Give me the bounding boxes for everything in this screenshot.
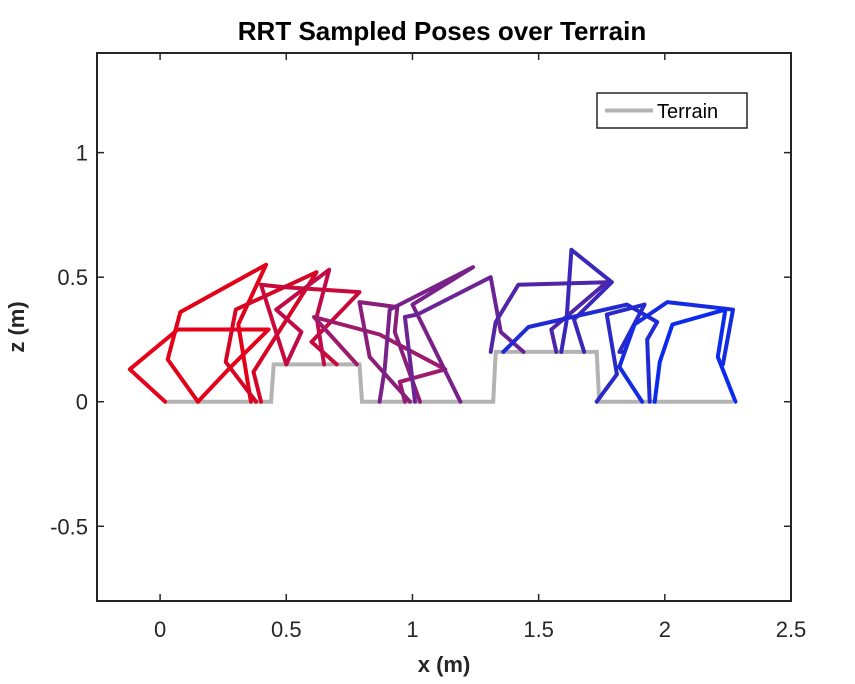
pose-line — [501, 302, 660, 404]
pose-line — [402, 275, 526, 404]
y-tick-label: 0 — [76, 390, 88, 415]
x-tick-label: 0.5 — [271, 617, 302, 642]
terrain-line — [165, 349, 733, 404]
plot-content — [127, 247, 738, 404]
terrain-layer — [165, 349, 733, 404]
pose-line — [127, 327, 271, 404]
x-tick-label: 0 — [154, 617, 166, 642]
chart-title: RRT Sampled Poses over Terrain — [238, 16, 646, 46]
poses-layer — [127, 247, 738, 404]
x-tick-label: 1.5 — [523, 617, 554, 642]
y-axis-ticks: -0.5 0 0.5 1 — [50, 141, 791, 539]
y-tick-label: 0.5 — [57, 265, 88, 290]
y-tick-label: 1 — [76, 141, 88, 166]
legend: Terrain — [596, 92, 748, 129]
pose-line — [274, 267, 332, 367]
pose-line — [259, 282, 362, 367]
x-tick-label: 2 — [659, 617, 671, 642]
pose-line — [357, 300, 422, 404]
pose-line — [559, 247, 614, 354]
y-tick-label: -0.5 — [50, 514, 88, 539]
pose-line — [377, 265, 475, 404]
x-axis-label: x (m) — [418, 652, 471, 677]
legend-label-terrain: Terrain — [657, 101, 718, 123]
pose-line — [223, 270, 319, 404]
axes-box — [96, 52, 792, 602]
pose-line — [488, 280, 609, 354]
x-tick-label: 2.5 — [776, 617, 807, 642]
pose-line — [652, 307, 738, 404]
pose-line — [312, 315, 448, 404]
plot-area — [97, 53, 791, 601]
pose-line — [165, 262, 269, 404]
x-tick-label: 1 — [406, 617, 418, 642]
pose-line — [617, 300, 735, 404]
y-axis-label: z (m) — [4, 301, 29, 352]
pose-line — [594, 302, 647, 404]
